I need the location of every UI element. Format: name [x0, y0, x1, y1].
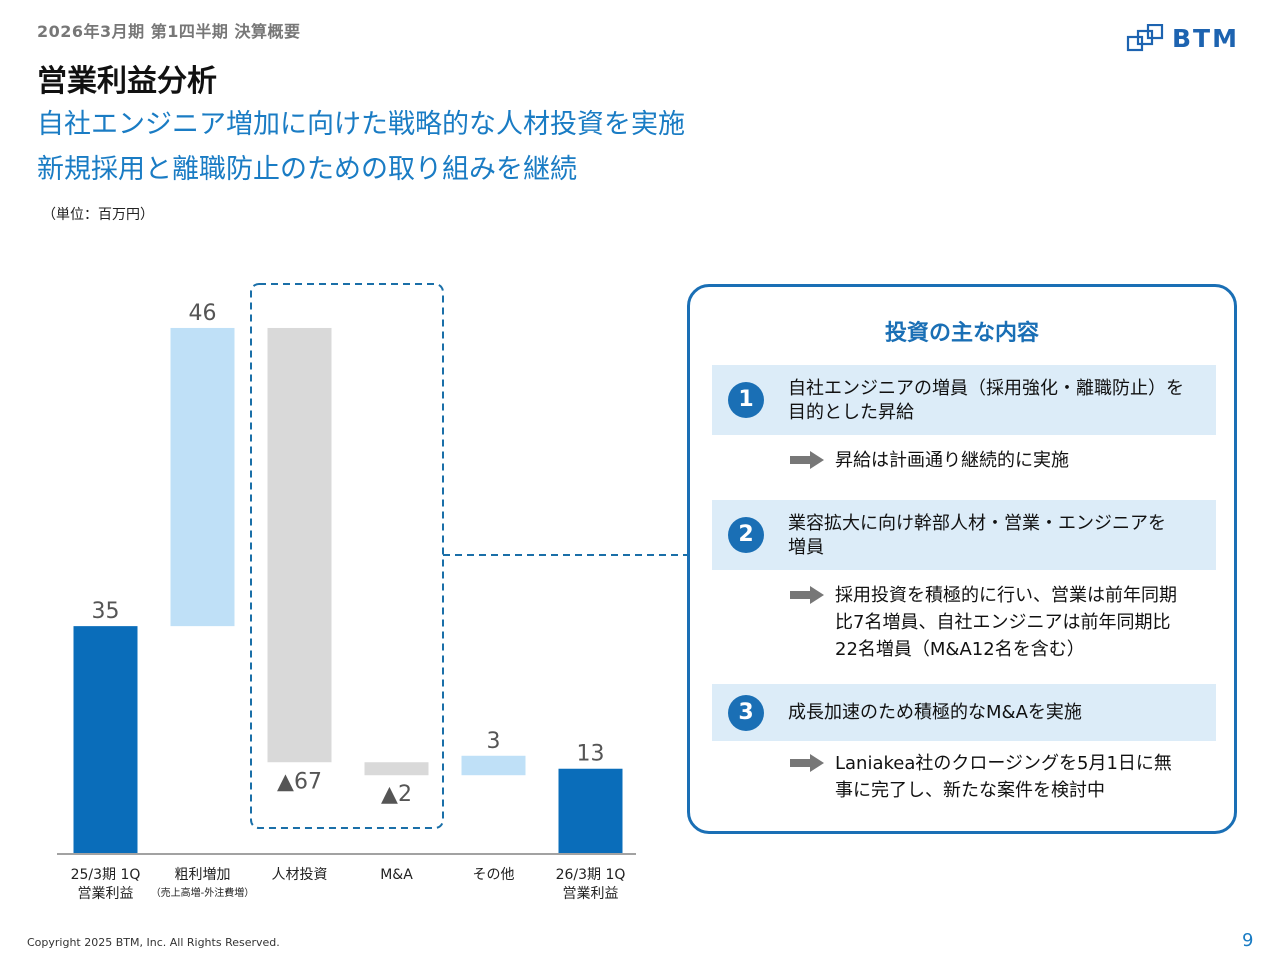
item-2-detail-line-3: 22名増員（M&A12名を含む） — [835, 639, 1085, 660]
value-label-1: 35 — [92, 599, 120, 624]
right-arrow-icon — [790, 451, 824, 469]
value-label-2: 46 — [189, 301, 217, 326]
right-arrow-icon — [790, 586, 824, 604]
page-number: 9 — [1242, 930, 1254, 951]
item-2-heading-line-1: 業容拡大に向け幹部人材・営業・エンジニアを — [788, 513, 1166, 534]
item-1-heading-line-2: 目的とした昇給 — [788, 402, 914, 423]
bar-3 — [267, 327, 332, 763]
item-1-heading-line-1: 自社エンジニアの増員（採用強化・離職防止）を — [788, 378, 1184, 399]
item-3-detail-line-2: 事に完了し、新たな案件を検討中 — [835, 780, 1105, 801]
item-3-detail-line-1: Laniakea社のクロージングを5月1日に無 — [835, 753, 1172, 774]
category-label-3: 人材投資 — [272, 867, 328, 883]
period-label: 2026年3月期 第1四半期 決算概要 — [37, 22, 301, 41]
investment-item-1-heading: 1 自社エンジニアの増員（採用強化・離職防止）を 目的とした昇給 — [712, 365, 1216, 435]
category-label-2: 粗利増加 — [175, 867, 231, 883]
investment-panel: 投資の主な内容 1 自社エンジニアの増員（採用強化・離職防止）を 目的とした昇給… — [687, 284, 1237, 834]
item-2-heading-line-2: 増員 — [788, 537, 824, 558]
category-label-6: 営業利益 — [563, 886, 619, 902]
category-label-6: 26/3期 1Q — [556, 867, 626, 883]
panel-title: 投資の主な内容 — [884, 321, 1039, 346]
item-1-detail-line-1: 昇給は計画通り継続的に実施 — [835, 450, 1069, 471]
right-arrow-icon — [790, 754, 824, 772]
page-title: 営業利益分析 — [37, 64, 217, 99]
value-label-6: 13 — [577, 742, 605, 767]
value-label-5: 3 — [487, 729, 501, 754]
highlight-box — [250, 283, 444, 829]
value-label-3: ▲67 — [277, 769, 322, 794]
category-label-5: その他 — [473, 867, 515, 883]
subtitle-line-1: 自社エンジニア増加に向けた戦略的な人材投資を実施 — [37, 109, 685, 140]
copyright: Copyright 2025 BTM, Inc. All Rights Rese… — [27, 936, 280, 949]
value-label-4: ▲2 — [381, 782, 412, 807]
unit-label: （単位：百万円） — [42, 207, 154, 223]
number-badge-2: 2 — [728, 517, 764, 553]
bar-1 — [73, 626, 138, 853]
waterfall-chart: 35 46 ▲67 ▲2 3 13 25/3期 1Q 営業利益 粗利増加 （売上高増-外注費増） 人… — [57, 283, 690, 902]
bar-6 — [558, 768, 623, 853]
bar-4 — [364, 762, 429, 776]
investment-item-3-heading: 3 成長加速のため積極的なM&Aを実施 — [712, 684, 1216, 741]
investment-item-2-heading: 2 業容拡大に向け幹部人材・営業・エンジニアを 増員 — [712, 500, 1216, 570]
bar-2 — [170, 327, 235, 627]
logo-text: BTM — [1172, 24, 1239, 53]
item-3-heading-line-1: 成長加速のため積極的なM&Aを実施 — [788, 702, 1082, 723]
bar-5 — [461, 755, 526, 776]
category-label-1: 営業利益 — [78, 886, 134, 902]
number-badge-3: 3 — [728, 695, 764, 731]
subtitle-line-2: 新規採用と離職防止のための取り組みを継続 — [37, 154, 577, 185]
category-note-2: （売上高増-外注費増） — [151, 886, 255, 899]
number-badge-1: 1 — [728, 382, 764, 418]
btm-logo — [1126, 24, 1164, 52]
category-label-1: 25/3期 1Q — [71, 867, 141, 883]
item-2-detail-line-2: 比7名増員、自社エンジニアは前年同期比 — [835, 612, 1171, 633]
category-label-4: M&A — [380, 867, 413, 883]
item-2-detail-line-1: 採用投資を積極的に行い、営業は前年同期 — [835, 585, 1177, 606]
